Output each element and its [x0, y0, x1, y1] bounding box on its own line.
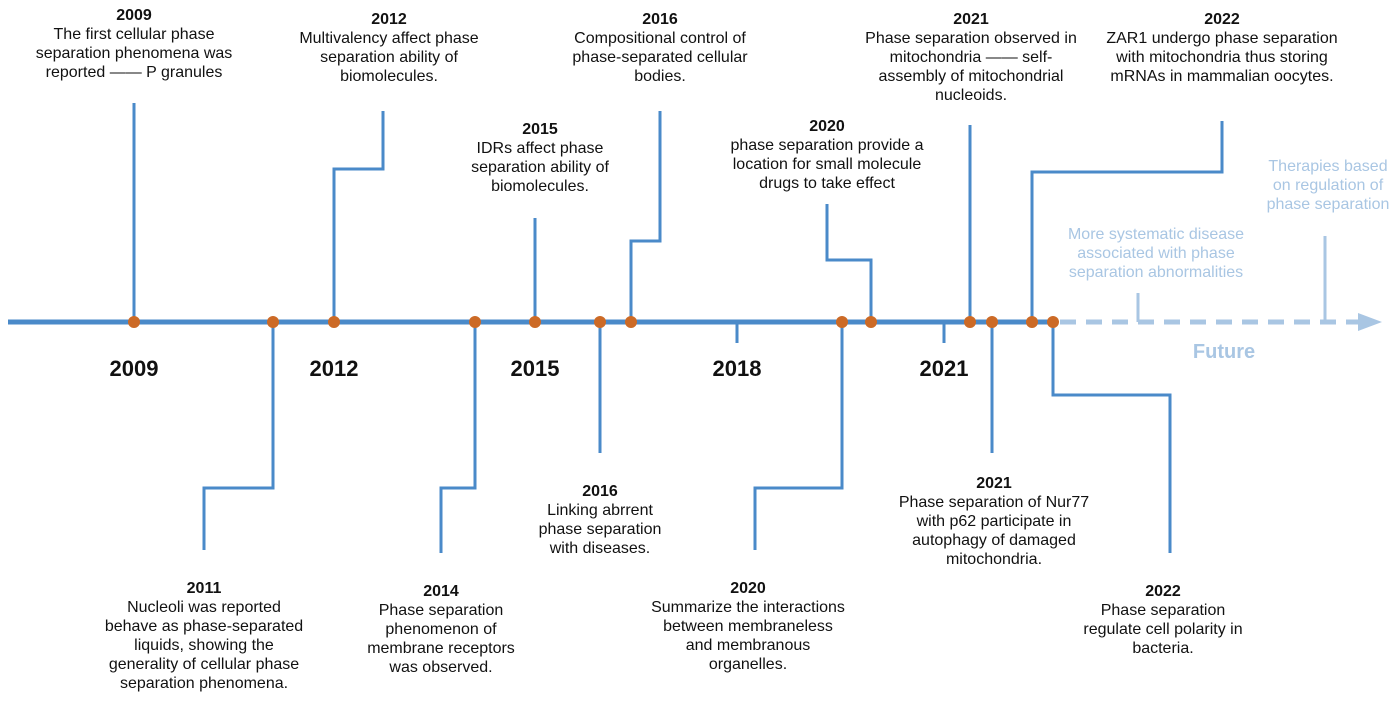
connector-e2022a [1030, 121, 1224, 322]
event-year: 2014 [423, 583, 459, 600]
event-dot-e2022b [1047, 316, 1059, 328]
event-dot-e2022a [1026, 316, 1038, 328]
event-year: 2016 [582, 483, 618, 500]
event-description: Compositional control of phase-separated… [572, 30, 748, 85]
event-year: 2009 [116, 7, 152, 24]
future-event-systematic-disease: More systematic disease associated with … [1056, 225, 1256, 282]
event-year: 2021 [953, 11, 989, 28]
axis-year-2015: 2015 [510, 356, 560, 381]
event-2022-top: 2022 ZAR1 undergo phase separation with … [1102, 10, 1342, 86]
future-arrowhead [1358, 313, 1382, 331]
event-dot-e2020b [865, 316, 877, 328]
event-2012: 2012 Multivalency affect phase separatio… [289, 10, 489, 86]
event-dot-e2020a [836, 316, 848, 328]
event-description: Summarize the interactions between membr… [651, 599, 845, 673]
event-2022-bottom: 2022 Phase separation regulate cell pola… [1078, 582, 1248, 658]
event-description: Phase separation observed in mitochondri… [865, 30, 1077, 104]
connector-e2014 [439, 322, 477, 553]
axis-year-2009: 2009 [109, 356, 159, 381]
event-description: Linking abrrent phase separation with di… [538, 502, 662, 557]
event-dot-e2011 [267, 316, 279, 328]
event-year: 2012 [371, 11, 407, 28]
event-dot-e2021b [986, 316, 998, 328]
event-2011: 2011 Nucleoli was reported behave as pha… [104, 579, 304, 693]
event-description: IDRs affect phase separation ability of … [471, 140, 609, 195]
connector-e2022b [1051, 322, 1172, 553]
event-year: 2021 [976, 475, 1012, 492]
connector-e2020a [753, 322, 844, 550]
future-label: Future [1192, 341, 1256, 363]
event-description: The first cellular phase separation phen… [35, 26, 233, 81]
event-2009: 2009 The first cellular phase separation… [14, 6, 254, 82]
event-year: 2020 [809, 118, 845, 135]
event-2020-top: 2020 phase separation provide a location… [715, 117, 940, 193]
axis-year-2021: 2021 [919, 356, 969, 381]
event-description: Phase separation phenomenon of membrane … [367, 602, 515, 676]
event-dot-e2016b [625, 316, 637, 328]
event-description: Multivalency affect phase separation abi… [299, 30, 479, 85]
event-2021-top: 2021 Phase separation observed in mitoch… [856, 10, 1086, 105]
axis-year-2018: 2018 [712, 356, 762, 381]
event-2021-bottom: 2021 Phase separation of Nur77 with p62 … [889, 474, 1099, 569]
connector-e2012 [332, 111, 385, 322]
event-dot-e2009 [128, 316, 140, 328]
event-2015: 2015 IDRs affect phase separation abilit… [455, 120, 625, 196]
event-year: 2016 [642, 11, 678, 28]
event-description: phase separation provide a location for … [730, 137, 924, 192]
event-2020-bottom: 2020 Summarize the interactions between … [648, 579, 848, 674]
event-year: 2022 [1145, 583, 1181, 600]
event-dot-e2012 [328, 316, 340, 328]
event-description: More systematic disease associated with … [1067, 226, 1245, 281]
event-2014: 2014 Phase separation phenomenon of memb… [356, 582, 526, 677]
event-description: ZAR1 undergo phase separation with mitoc… [1106, 30, 1338, 85]
event-dot-e2021a [964, 316, 976, 328]
event-2016-bottom: 2016 Linking abrrent phase separation wi… [525, 482, 675, 558]
event-2016-top: 2016 Compositional control of phase-sepa… [560, 10, 760, 86]
event-description: Nucleoli was reported behave as phase-se… [104, 599, 304, 692]
event-year: 2022 [1204, 11, 1240, 28]
future-event-therapies: Therapies based on regulation of phase s… [1258, 157, 1398, 214]
event-year: 2011 [186, 580, 222, 597]
event-description: Phase separation regulate cell polarity … [1083, 602, 1243, 657]
event-year: 2020 [730, 580, 766, 597]
event-dot-e2014 [469, 316, 481, 328]
event-description: Therapies based on regulation of phase s… [1266, 158, 1390, 213]
connector-e2011 [202, 322, 275, 550]
connector-e2020b [825, 204, 873, 322]
event-dot-e2016a [594, 316, 606, 328]
axis-year-2012: 2012 [309, 356, 359, 381]
event-year: 2015 [522, 121, 558, 138]
event-dot-e2015 [529, 316, 541, 328]
connector-e2016b [629, 111, 662, 322]
event-description: Phase separation of Nur77 with p62 parti… [898, 494, 1090, 568]
